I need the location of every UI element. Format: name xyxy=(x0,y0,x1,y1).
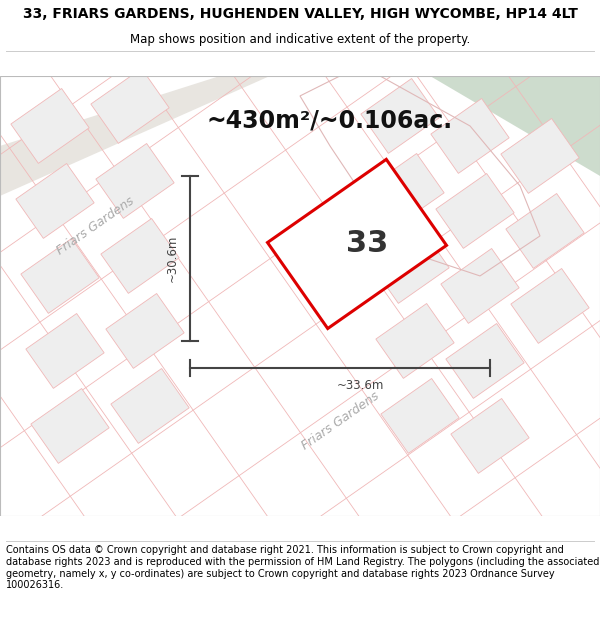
Polygon shape xyxy=(441,249,519,323)
Polygon shape xyxy=(111,369,189,443)
Text: Friars Gardens: Friars Gardens xyxy=(299,389,381,452)
Polygon shape xyxy=(431,99,509,173)
Polygon shape xyxy=(501,119,579,193)
Polygon shape xyxy=(446,324,524,398)
Text: ~30.6m: ~30.6m xyxy=(166,235,179,282)
Polygon shape xyxy=(0,76,270,196)
Polygon shape xyxy=(376,304,454,378)
Polygon shape xyxy=(511,269,589,343)
Polygon shape xyxy=(361,79,439,153)
Polygon shape xyxy=(506,194,584,268)
Polygon shape xyxy=(31,389,109,463)
Polygon shape xyxy=(106,294,184,368)
Text: ~430m²/~0.106ac.: ~430m²/~0.106ac. xyxy=(207,109,453,133)
Text: 33, FRIARS GARDENS, HUGHENDEN VALLEY, HIGH WYCOMBE, HP14 4LT: 33, FRIARS GARDENS, HUGHENDEN VALLEY, HI… xyxy=(23,8,577,21)
Polygon shape xyxy=(371,229,449,303)
Polygon shape xyxy=(436,174,514,248)
Text: Friars Gardens: Friars Gardens xyxy=(54,194,136,258)
Polygon shape xyxy=(366,154,444,228)
Text: Contains OS data © Crown copyright and database right 2021. This information is : Contains OS data © Crown copyright and d… xyxy=(6,545,599,590)
Text: Map shows position and indicative extent of the property.: Map shows position and indicative extent… xyxy=(130,34,470,46)
Polygon shape xyxy=(96,144,174,218)
Polygon shape xyxy=(330,76,600,176)
Text: 33: 33 xyxy=(346,229,388,259)
Text: ~33.6m: ~33.6m xyxy=(337,379,383,392)
Polygon shape xyxy=(451,399,529,473)
Polygon shape xyxy=(16,164,94,238)
Polygon shape xyxy=(91,69,169,143)
Polygon shape xyxy=(21,239,99,313)
Polygon shape xyxy=(11,89,89,163)
Polygon shape xyxy=(381,379,459,453)
Polygon shape xyxy=(268,159,446,329)
Polygon shape xyxy=(26,314,104,388)
Polygon shape xyxy=(490,76,600,126)
Polygon shape xyxy=(101,219,179,293)
